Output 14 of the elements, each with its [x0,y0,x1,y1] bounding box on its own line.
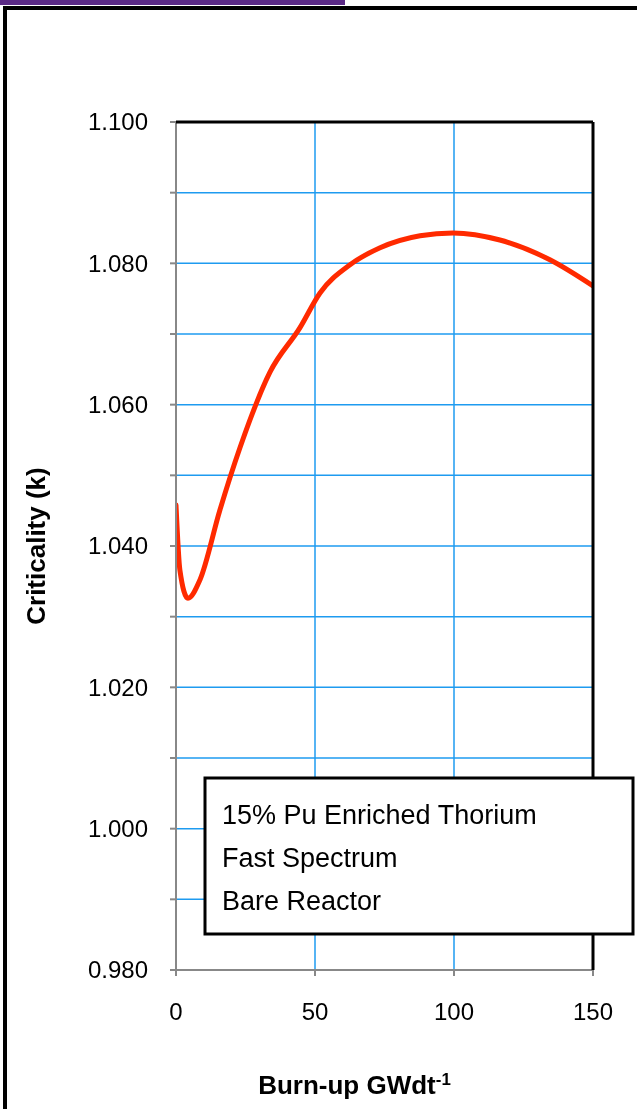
y-tick-label: 1.000 [87,815,148,843]
y-tick-label: 1.080 [87,249,148,277]
y-axis-title: Criticality (k) [21,467,51,625]
x-axis-title: Burn-up GWdt$^{-1}$ [258,1069,451,1100]
y-tick-label: 0.980 [87,956,148,984]
y-tick-label: 1.100 [87,108,148,136]
y-tick-label: 1.060 [87,391,148,419]
x-tick-label: 150 [572,998,614,1025]
x-tick-label: 0 [169,998,183,1025]
annotation: 15% Pu Enriched Thorium Fast Spectrum Bare Reactor [222,800,537,916]
x-tick-label: 50 [301,998,329,1025]
y-tick-label: 1.020 [87,673,148,701]
x-tick-label: 100 [433,998,475,1025]
y-tick-label: 1.040 [87,532,148,560]
